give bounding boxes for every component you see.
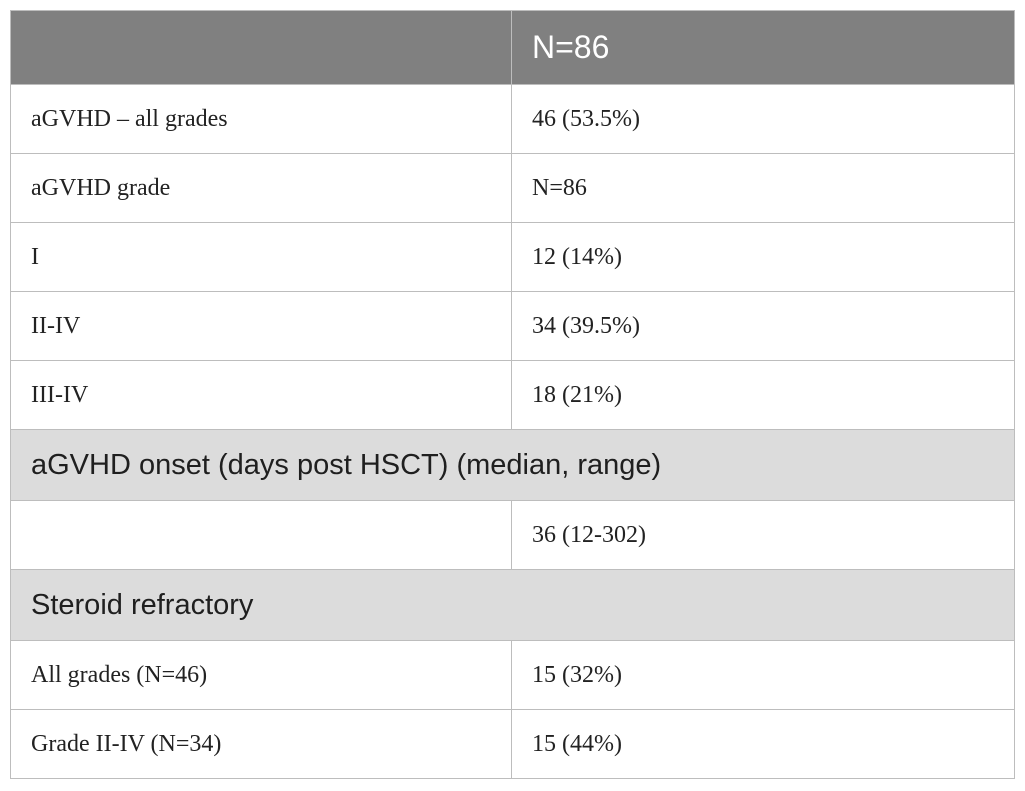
table-row: II-IV 34 (39.5%) [10,291,1015,361]
table-row: aGVHD grade N=86 [10,153,1015,223]
row-value: 18 (21%) [511,360,1015,430]
row-label: III-IV [10,360,512,430]
row-value: 15 (32%) [511,640,1015,710]
table-row: All grades (N=46) 15 (32%) [10,640,1015,710]
table-row: Grade II-IV (N=34) 15 (44%) [10,709,1015,779]
row-value: 46 (53.5%) [511,84,1015,154]
row-value: 34 (39.5%) [511,291,1015,361]
row-label: aGVHD – all grades [10,84,512,154]
section-title-steroid: Steroid refractory [10,569,1015,641]
row-label: aGVHD grade [10,153,512,223]
table-row: aGVHD – all grades 46 (53.5%) [10,84,1015,154]
row-value: N=86 [511,153,1015,223]
row-value: 36 (12-302) [511,500,1015,570]
agvhd-table: N=86 aGVHD – all grades 46 (53.5%) aGVHD… [10,10,1015,779]
row-label [10,500,512,570]
table-header-row: N=86 [10,10,1015,85]
section-header-steroid: Steroid refractory [10,569,1015,641]
row-label: Grade II-IV (N=34) [10,709,512,779]
table-row: I 12 (14%) [10,222,1015,292]
header-cell-n: N=86 [511,10,1015,85]
section-title-onset: aGVHD onset (days post HSCT) (median, ra… [10,429,1015,501]
table-row: III-IV 18 (21%) [10,360,1015,430]
section-header-onset: aGVHD onset (days post HSCT) (median, ra… [10,429,1015,501]
row-value: 15 (44%) [511,709,1015,779]
row-label: II-IV [10,291,512,361]
table-row: 36 (12-302) [10,500,1015,570]
row-label: I [10,222,512,292]
row-value: 12 (14%) [511,222,1015,292]
row-label: All grades (N=46) [10,640,512,710]
header-cell-label [10,10,512,85]
